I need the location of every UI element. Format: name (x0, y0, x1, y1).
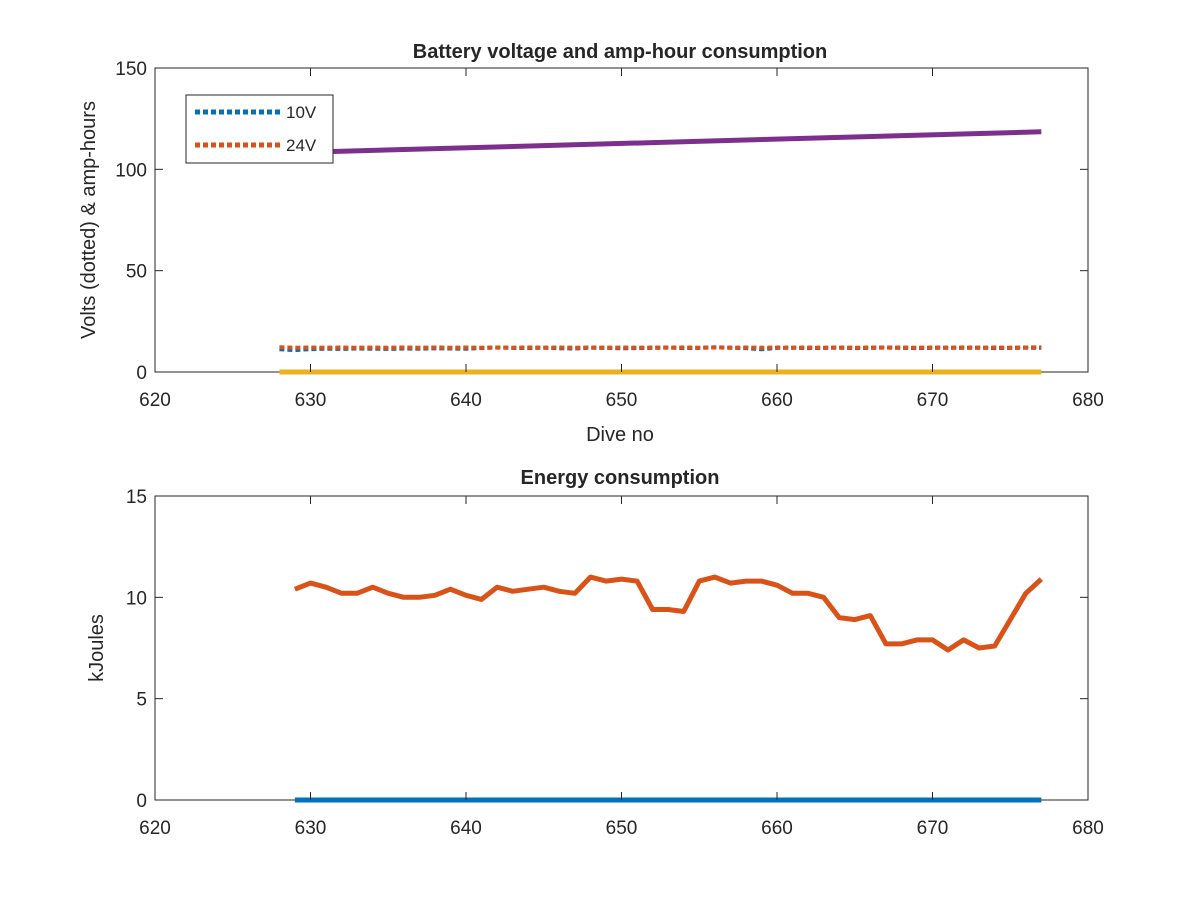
legend-24v-label: 24V (286, 136, 317, 155)
legend-box (185, 94, 334, 164)
battery-chart-x-tick-label: 620 (139, 390, 171, 411)
energy-chart-series (293, 574, 1043, 803)
battery-chart-x-tick-label: 680 (1072, 390, 1104, 411)
energy-chart-axes (154, 495, 1089, 801)
energy-chart-y-tick-label: 10 (126, 588, 147, 609)
energy-chart-y-tick-label: 15 (126, 487, 147, 508)
battery-chart-y-tick-label: 150 (115, 59, 147, 80)
energy-chart-x-tick-label: 620 (139, 818, 171, 839)
energy-chart-y-axis-label: kJoules (86, 614, 108, 682)
energy-chart-x-tick-label: 670 (917, 818, 949, 839)
battery-chart-title: Battery voltage and amp-hour consumption (413, 41, 827, 63)
energy-chart-x-tick-label: 680 (1072, 818, 1104, 839)
energy-chart-title: Energy consumption (521, 467, 720, 489)
energy-chart-x-tick-label: 650 (606, 818, 638, 839)
battery-chart-x-axis-label: Dive no (586, 424, 654, 446)
energy-chart-x-tick-label: 640 (450, 818, 482, 839)
battery-chart-legend: 10V 24V (185, 94, 334, 164)
battery-chart-x-tick-label: 640 (450, 390, 482, 411)
legend-10v-label: 10V (286, 103, 317, 122)
battery-chart-y-tick-label: 50 (126, 262, 147, 283)
battery-chart-x-tick-label: 630 (295, 390, 327, 411)
energy-chart-series-0-line (293, 574, 1043, 653)
energy-chart: Energy consumption 620 630 640 650 660 670 680… (86, 467, 1104, 839)
battery-chart-y-tick-label: 0 (136, 363, 147, 384)
battery-chart-y-tick-label: 100 (115, 160, 147, 181)
battery-chart-x-tick-label: 660 (761, 390, 793, 411)
energy-chart-ticks: 620 630 640 650 660 670 680 0 5 10 15 (126, 487, 1104, 839)
battery-chart-series (279, 129, 1042, 375)
battery-chart: Battery voltage and amp-hour consumption… (78, 41, 1104, 446)
battery-chart-series-2-line (310, 129, 1042, 155)
energy-chart-x-tick-label: 630 (295, 818, 327, 839)
battery-chart-ticks: 620 630 640 650 660 670 680 0 50 100 150 (115, 59, 1104, 411)
energy-chart-y-tick-label: 5 (136, 690, 147, 711)
energy-chart-x-tick-label: 660 (761, 818, 793, 839)
battery-chart-y-axis-label: Volts (dotted) & amp-hours (78, 101, 100, 339)
battery-chart-x-tick-label: 650 (606, 390, 638, 411)
battery-chart-x-tick-label: 670 (917, 390, 949, 411)
energy-chart-y-tick-label: 0 (136, 791, 147, 812)
